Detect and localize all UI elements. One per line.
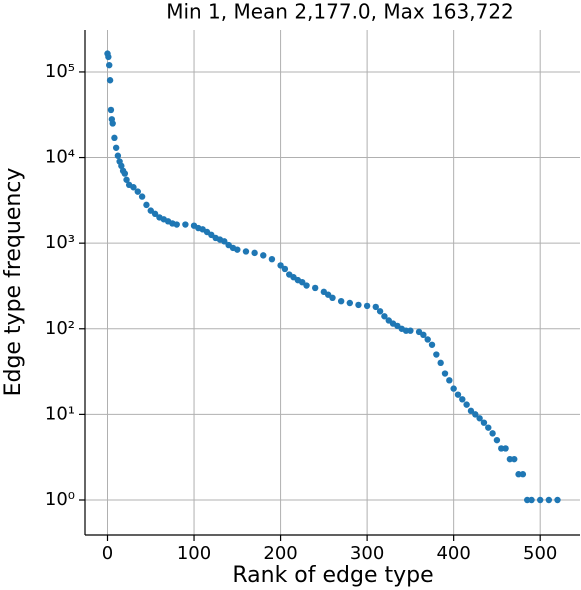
point <box>372 303 379 311</box>
point <box>268 255 276 263</box>
point <box>407 327 414 334</box>
x-tick-label: 200 <box>263 543 297 564</box>
point <box>493 436 501 444</box>
point <box>109 120 116 127</box>
point <box>485 424 492 431</box>
point <box>554 496 561 504</box>
point <box>134 188 141 195</box>
point <box>480 419 488 426</box>
point <box>337 297 345 305</box>
point <box>528 496 535 504</box>
point <box>143 201 150 209</box>
point <box>489 430 496 437</box>
point <box>424 336 431 343</box>
point <box>346 299 354 307</box>
point <box>107 106 115 114</box>
point <box>106 61 113 69</box>
y-tick-label: 10³ <box>45 232 75 253</box>
point <box>472 411 479 418</box>
point <box>536 496 544 504</box>
point <box>112 144 120 151</box>
point <box>463 401 470 408</box>
point <box>221 238 228 245</box>
point <box>355 301 362 309</box>
y-tick-label: 10¹ <box>45 403 75 424</box>
point <box>450 385 457 392</box>
point <box>138 193 146 200</box>
point <box>123 176 130 183</box>
point <box>111 134 118 142</box>
x-tick-label: 0 <box>102 543 113 564</box>
point <box>459 396 466 403</box>
point <box>114 152 122 159</box>
y-axis-label: Edge type frequency <box>1 168 26 397</box>
point <box>519 471 527 478</box>
x-tick-label: 400 <box>436 543 470 564</box>
y-tick-label: 10⁴ <box>45 147 75 168</box>
point <box>151 210 159 218</box>
point <box>121 170 129 177</box>
point <box>511 455 518 463</box>
point <box>260 252 267 259</box>
x-tick-label: 500 <box>523 543 557 564</box>
point <box>502 445 509 452</box>
point <box>437 359 444 367</box>
point <box>311 284 319 292</box>
point <box>476 415 483 422</box>
point <box>376 308 384 315</box>
point <box>381 313 388 320</box>
point <box>441 370 449 377</box>
point <box>242 248 250 255</box>
point <box>420 331 427 339</box>
chart-title: Min 1, Mean 2,177.0, Max 163,722 <box>166 0 514 24</box>
x-tick-label: 300 <box>350 543 384 564</box>
point <box>251 249 258 257</box>
y-tick-label: 10² <box>45 318 75 339</box>
x-axis-label: Rank of edge type <box>232 563 433 588</box>
point <box>105 53 112 61</box>
point <box>281 265 289 273</box>
point <box>467 407 475 415</box>
point <box>329 294 336 302</box>
x-tick-label: 100 <box>177 543 211 564</box>
point <box>433 351 440 358</box>
point <box>106 77 114 84</box>
point <box>363 302 371 310</box>
point <box>299 278 306 286</box>
point <box>277 262 284 269</box>
y-tick-label: 10⁰ <box>45 489 75 510</box>
point <box>303 282 310 289</box>
point <box>118 162 125 170</box>
point <box>234 246 241 253</box>
y-tick-label: 10⁵ <box>45 61 75 82</box>
point <box>182 221 189 228</box>
point <box>173 221 180 228</box>
point <box>545 496 553 504</box>
point <box>428 341 436 348</box>
point <box>446 377 453 384</box>
point <box>454 391 462 398</box>
point <box>130 184 137 191</box>
